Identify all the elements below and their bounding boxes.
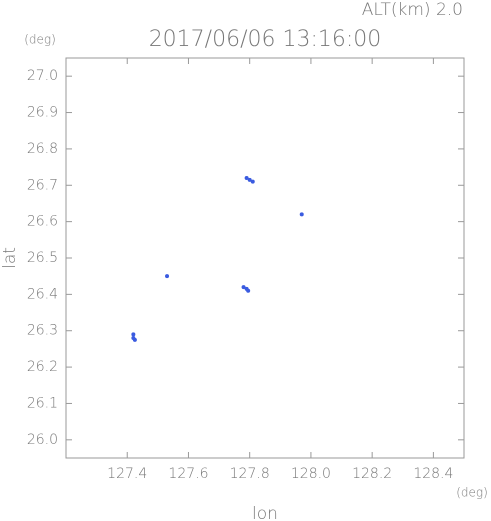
y-tick-label: 26.8 xyxy=(27,141,58,157)
y-tick-label: 26.2 xyxy=(27,359,58,375)
point xyxy=(250,179,255,184)
chart-title: 2017/06/06 13:16:00 xyxy=(149,27,382,52)
y-tick-label: 26.5 xyxy=(27,250,58,266)
y-tick-label: 26.4 xyxy=(27,286,58,302)
y-tick-label: 26.6 xyxy=(27,214,58,230)
y-axis-label: lat xyxy=(0,247,20,269)
annotation: ALT(km) 2.0 xyxy=(362,0,463,20)
y-tick-label: 26.7 xyxy=(27,177,58,193)
y-tick-label: 26.1 xyxy=(27,395,58,411)
x-axis-label: lon xyxy=(252,504,278,521)
y-tick-label: 26.0 xyxy=(27,432,58,448)
point xyxy=(241,285,246,290)
plot-frame xyxy=(65,57,465,459)
y-tick-label: 26.9 xyxy=(27,105,58,121)
x-tick-label: 127.8 xyxy=(230,466,270,482)
point xyxy=(247,177,252,182)
point xyxy=(165,274,170,279)
x-tick-label: 127.4 xyxy=(107,466,147,482)
x-unit: (deg) xyxy=(456,486,488,500)
point xyxy=(244,176,249,180)
y-unit: (deg) xyxy=(24,33,56,47)
point xyxy=(131,332,136,337)
x-tick-label: 128.4 xyxy=(413,466,453,482)
point xyxy=(132,337,137,342)
point xyxy=(246,288,251,293)
y-tick-label: 27.0 xyxy=(27,68,58,84)
x-tick-label: 128.0 xyxy=(291,466,331,482)
x-tick-label: 128.2 xyxy=(352,466,392,482)
y-tick-label: 26.3 xyxy=(27,323,58,339)
x-tick-label: 127.6 xyxy=(168,466,208,482)
point xyxy=(299,212,304,217)
